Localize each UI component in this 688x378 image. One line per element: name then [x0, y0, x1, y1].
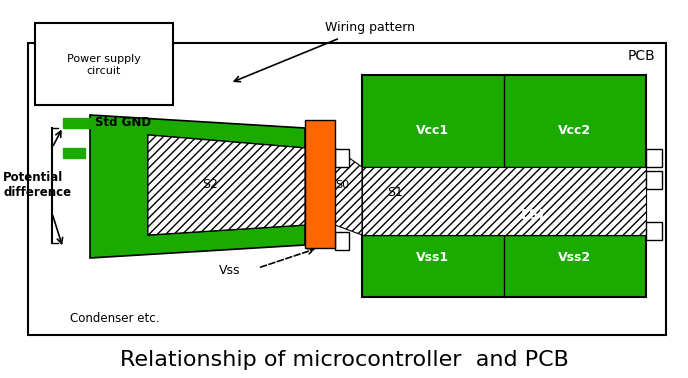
Polygon shape: [90, 115, 305, 258]
Polygon shape: [335, 148, 362, 235]
Bar: [335, 232, 349, 250]
Text: S1: S1: [387, 186, 403, 200]
Bar: [646, 149, 662, 167]
Bar: [63, 148, 85, 158]
Bar: [646, 222, 662, 240]
Text: Relationship of microcontroller  and PCB: Relationship of microcontroller and PCB: [120, 350, 568, 370]
Text: Vss: Vss: [219, 263, 241, 276]
Bar: [35, 23, 173, 105]
Text: Condenser etc.: Condenser etc.: [70, 311, 160, 324]
Polygon shape: [362, 167, 646, 235]
Polygon shape: [148, 135, 305, 235]
Text: LSI: LSI: [520, 208, 544, 222]
Text: S0: S0: [335, 180, 349, 190]
Bar: [63, 118, 93, 128]
Text: Wiring pattern: Wiring pattern: [325, 22, 415, 34]
Text: Vss1: Vss1: [416, 251, 449, 263]
Bar: [28, 43, 666, 335]
Bar: [362, 75, 646, 297]
Text: Potential
difference: Potential difference: [3, 171, 71, 199]
Text: Vss2: Vss2: [559, 251, 592, 263]
Text: Power supply
circuit: Power supply circuit: [67, 54, 141, 76]
Text: S2: S2: [202, 178, 218, 192]
Text: Vcc1: Vcc1: [416, 124, 449, 137]
Text: PCB: PCB: [627, 49, 655, 63]
Bar: [305, 120, 335, 248]
Text: Std GND: Std GND: [95, 116, 151, 130]
Bar: [646, 171, 662, 189]
Bar: [335, 149, 349, 167]
Text: Vcc2: Vcc2: [559, 124, 592, 137]
